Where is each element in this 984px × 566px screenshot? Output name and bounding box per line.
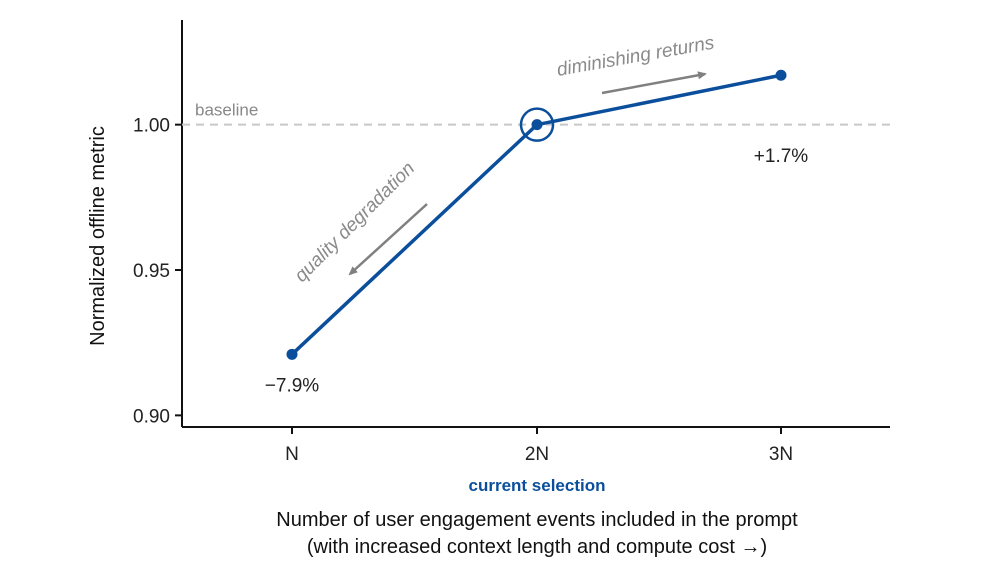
y-axis-title: Normalized offline metric bbox=[87, 126, 109, 346]
point-value-label: +1.7% bbox=[754, 146, 809, 167]
data-point bbox=[775, 69, 787, 81]
diminishing-returns-annotation: diminishing returns bbox=[555, 32, 716, 80]
y-tick-label: 1.00 bbox=[133, 116, 170, 137]
baseline-label: baseline bbox=[195, 101, 258, 120]
quality-degradation-arrow bbox=[348, 203, 428, 276]
x-tick-label: 2N bbox=[525, 444, 549, 465]
y-tick-label: 0.90 bbox=[133, 406, 170, 427]
diminishing-returns-arrow bbox=[601, 71, 707, 95]
data-point bbox=[531, 119, 543, 131]
y-tick-label: 0.95 bbox=[133, 261, 170, 282]
point-value-label: −7.9% bbox=[265, 375, 320, 396]
current-selection-label: current selection bbox=[469, 476, 606, 495]
x-axis-title-line1: Number of user engagement events include… bbox=[276, 509, 798, 531]
x-axis-title-line2: (with increased context length and compu… bbox=[307, 536, 767, 558]
data-point bbox=[286, 348, 298, 360]
x-tick-label: 3N bbox=[769, 444, 793, 465]
highlight-ring bbox=[519, 107, 555, 142]
x-tick-label: N bbox=[285, 444, 299, 465]
quality-degradation-annotation: quality degradation bbox=[291, 158, 419, 286]
